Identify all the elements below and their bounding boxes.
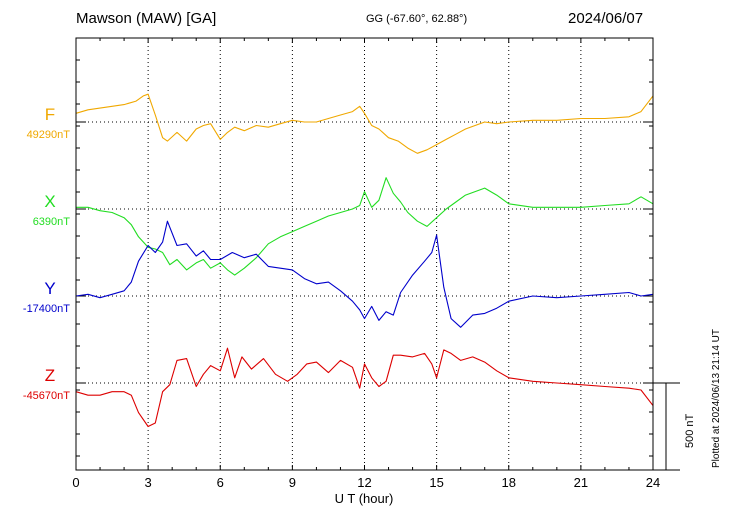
series-baseline-Z: -45670nT	[23, 390, 70, 402]
series-name-X: X	[44, 192, 55, 211]
series-lines	[75, 93, 654, 428]
x-axis: 0 3 6 9 12 15 18 21 24 U T (hour)	[72, 38, 660, 506]
series-line-Z	[75, 347, 654, 428]
x-tick-label: 21	[574, 475, 588, 490]
series-line-Y	[75, 220, 654, 328]
x-tick-label: 15	[429, 475, 443, 490]
coordinates-label: GG (-67.60°, 62.88°)	[366, 13, 468, 25]
plotted-timestamp: Plotted at 2024/06/13 21:14 UT	[711, 329, 722, 468]
series-baseline-F: 49290nT	[27, 129, 71, 141]
series-line-X	[76, 177, 654, 276]
series-name-Y: Y	[44, 279, 55, 298]
scale-bar-label: 500 nT	[684, 413, 696, 448]
x-tick-label: 3	[145, 475, 152, 490]
series-labels: F 49290nT X 6390nT Y -17400nT Z -45670nT	[23, 105, 70, 402]
series-name-Z: Z	[45, 366, 55, 385]
series-line-F	[75, 93, 654, 154]
grid-lines	[76, 38, 653, 470]
station-title: Mawson (MAW) [GA]	[76, 10, 217, 27]
x-tick-label: 18	[502, 475, 516, 490]
x-axis-label: U T (hour)	[335, 491, 394, 506]
x-tick-label: 0	[72, 475, 79, 490]
date-label: 2024/06/07	[568, 10, 644, 27]
x-tick-label: 9	[289, 475, 296, 490]
series-baseline-X: 6390nT	[33, 216, 71, 228]
series-name-F: F	[45, 105, 55, 124]
series-baseline-Y: -17400nT	[23, 303, 70, 315]
x-tick-label: 24	[646, 475, 660, 490]
scale-bar	[653, 382, 680, 471]
x-tick-label: 12	[357, 475, 371, 490]
x-tick-label: 6	[217, 475, 224, 490]
